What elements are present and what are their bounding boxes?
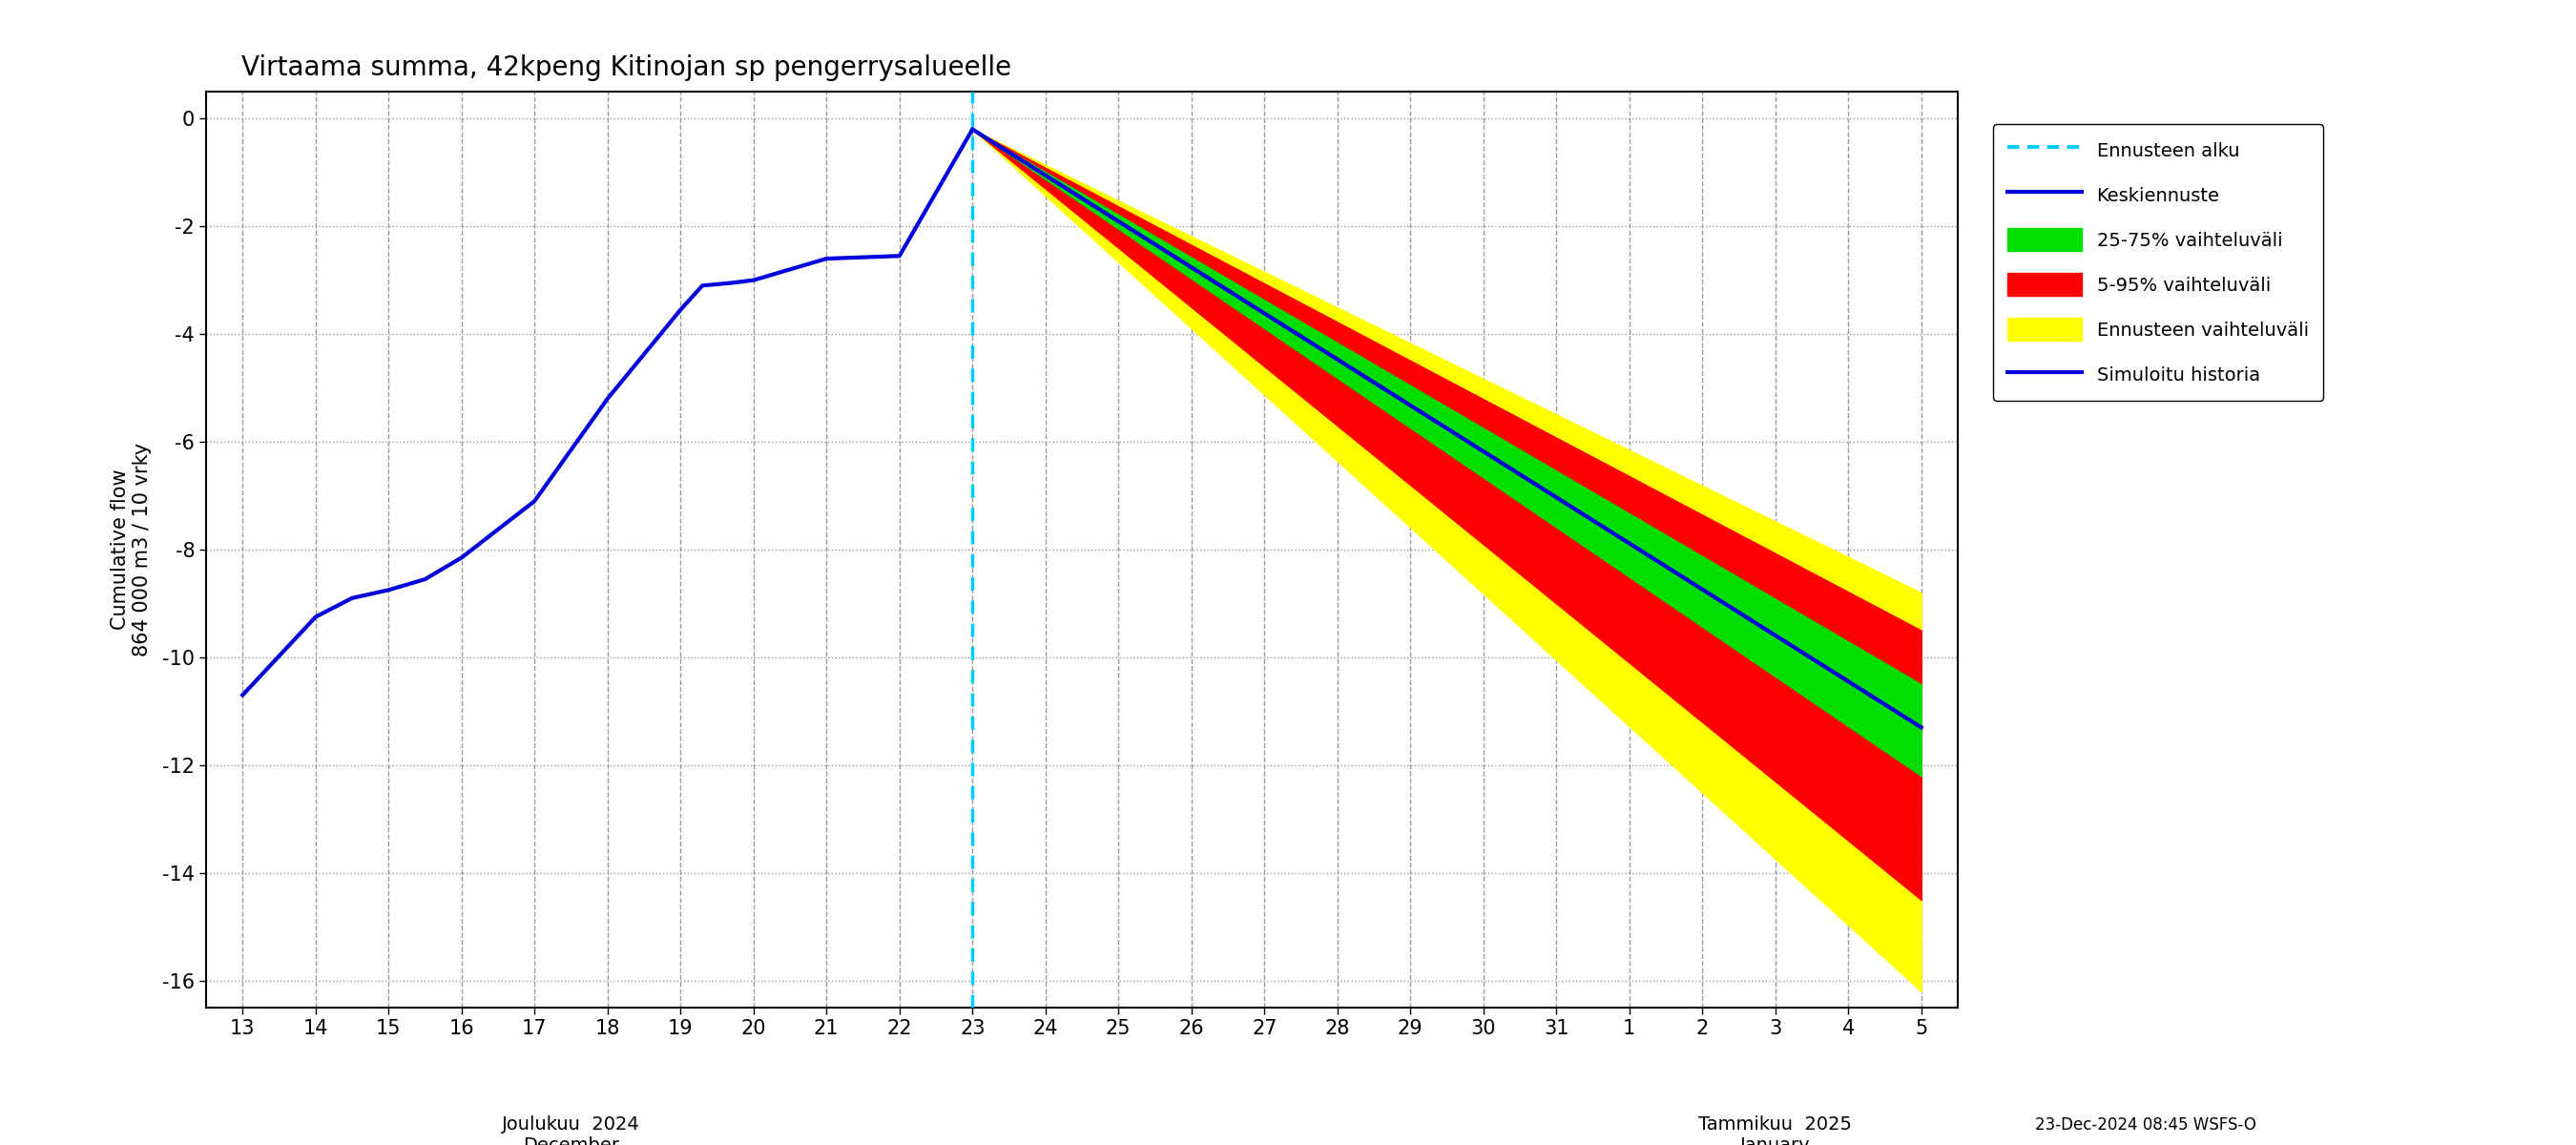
Text: Tammikuu  2025
January: Tammikuu 2025 January bbox=[1698, 1115, 1852, 1145]
Legend: Ennusteen alku, Keskiennuste, 25-75% vaihteluväli, 5-95% vaihteluväli, Ennusteen: Ennusteen alku, Keskiennuste, 25-75% vai… bbox=[1994, 124, 2324, 401]
Text: Joulukuu  2024
December: Joulukuu 2024 December bbox=[502, 1115, 639, 1145]
Text: 23-Dec-2024 08:45 WSFS-O: 23-Dec-2024 08:45 WSFS-O bbox=[2035, 1116, 2257, 1134]
Text: Virtaama summa, 42kpeng Kitinojan sp pengerrysalueelle: Virtaama summa, 42kpeng Kitinojan sp pen… bbox=[242, 55, 1012, 81]
Y-axis label: Cumulative flow
864 000 m3 / 10 vrky: Cumulative flow 864 000 m3 / 10 vrky bbox=[111, 443, 152, 656]
